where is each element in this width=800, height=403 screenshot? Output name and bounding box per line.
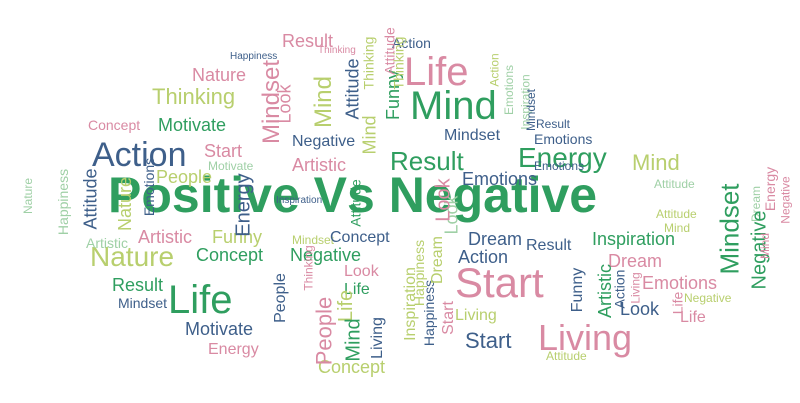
cloud-word: Nature	[21, 177, 36, 215]
cloud-word: Living	[538, 317, 633, 358]
cloud-word: Emotions	[534, 159, 585, 173]
cloud-word: Emotions	[462, 169, 538, 189]
cloud-word: Energy	[762, 166, 779, 212]
cloud-word: Motivate	[158, 115, 227, 135]
cloud-word: Action	[92, 136, 187, 174]
cloud-word: People	[271, 273, 289, 323]
cloud-word: Inspiration	[401, 267, 419, 341]
cloud-word: Attitude	[654, 177, 695, 191]
cloud-word: Mind	[342, 318, 365, 362]
cloud-word: Look	[344, 263, 379, 280]
cloud-word: Motivate	[185, 319, 254, 339]
cloud-word: Result	[390, 146, 464, 176]
cloud-word: Thinking	[360, 36, 377, 90]
cloud-word: Action	[392, 35, 431, 51]
cloud-word: Mindset	[118, 295, 168, 311]
cloud-word: Mind	[410, 84, 497, 128]
cloud-word: Mindset	[714, 183, 745, 275]
cloud-word: Action	[487, 53, 502, 87]
cloud-word: Funny	[569, 267, 587, 313]
cloud-word: Action	[458, 247, 509, 267]
cloud-word: Happiness	[55, 168, 72, 236]
cloud-word: Start	[204, 141, 243, 161]
cloud-word: Motivate	[208, 159, 254, 173]
cloud-word: Result	[282, 31, 334, 51]
cloud-word: Emotions	[502, 64, 517, 116]
cloud-word: Attitude	[546, 349, 587, 363]
cloud-word: Negative	[292, 133, 356, 150]
cloud-word: Mind	[664, 221, 691, 235]
cloud-word: Emotions	[534, 131, 593, 147]
cloud-word: Negative	[290, 245, 362, 265]
cloud-word: Result	[536, 117, 571, 131]
cloud-word: Energy	[208, 341, 259, 358]
cloud-word: Dream	[608, 251, 663, 271]
cloud-word: Artistic	[86, 235, 128, 251]
cloud-word: Artistic	[138, 227, 192, 247]
cloud-word: Life	[335, 289, 358, 323]
cloud-word: Inspiration	[276, 195, 323, 206]
cloud-word: Negative	[778, 176, 793, 224]
cloud-word: Mindset	[524, 88, 539, 132]
cloud-word: Dream	[429, 235, 447, 285]
cloud-word: Dream	[468, 229, 523, 249]
cloud-word: Happiness	[230, 51, 278, 62]
cloud-word: Nature	[115, 176, 136, 232]
cloud-word: Thinking	[301, 245, 316, 291]
cloud-word: Action	[611, 269, 628, 309]
cloud-word: Life	[680, 309, 706, 326]
cloud-word: Living	[628, 272, 643, 304]
cloud-word: Thinking	[318, 45, 356, 56]
cloud-word: Happiness	[421, 279, 438, 347]
cloud-word: Life	[404, 50, 469, 94]
cloud-word: Life	[344, 281, 370, 298]
headline-word: Positive Vs Negative	[108, 167, 598, 223]
cloud-word: Concept	[88, 117, 141, 133]
cloud-word: Nature	[90, 241, 175, 272]
cloud-word: Attitude	[347, 179, 364, 227]
cloud-word: Mind	[758, 232, 773, 260]
cloud-word: Attitude	[80, 168, 101, 230]
cloud-word: Thinking	[152, 84, 236, 109]
cloud-word: Look	[620, 299, 660, 319]
cloud-word: Living	[455, 307, 497, 324]
cloud-word: Life	[168, 278, 233, 322]
cloud-word: Energy	[518, 142, 607, 173]
cloud-word: Artistic	[292, 155, 346, 175]
cloud-word: Life	[669, 291, 686, 315]
cloud-word: Negative	[684, 291, 732, 305]
cloud-word: Emotions	[642, 273, 718, 293]
cloud-word: Energy	[232, 173, 255, 237]
cloud-word: People	[311, 296, 337, 366]
cloud-word: Mindset	[292, 233, 335, 247]
cloud-word: Mind	[359, 115, 380, 155]
cloud-word: Thinking	[390, 36, 407, 90]
cloud-word: Attitude	[342, 58, 363, 120]
cloud-word: Concept	[330, 229, 390, 246]
cloud-word: Start	[465, 328, 512, 353]
cloud-word: Emotions	[141, 157, 158, 217]
cloud-word: Living	[368, 317, 386, 359]
cloud-word: People	[156, 167, 213, 187]
cloud-word: Funny	[212, 227, 263, 247]
cloud-word: Mind	[632, 150, 680, 175]
cloud-word: Start	[439, 301, 457, 335]
cloud-word: Look	[432, 178, 455, 222]
cloud-word: Start	[455, 259, 544, 306]
cloud-word: Nature	[192, 65, 247, 85]
cloud-word: Result	[112, 275, 164, 295]
cloud-word: Concept	[196, 245, 264, 265]
cloud-word: Result	[526, 237, 572, 254]
cloud-word: Mindset	[258, 59, 286, 145]
cloud-word: Inspiration	[592, 229, 676, 249]
cloud-word: Mind	[310, 75, 338, 129]
cloud-word: Concept	[318, 357, 386, 377]
cloud-word: Mindset	[444, 127, 501, 144]
cloud-word: Attitude	[656, 207, 697, 221]
